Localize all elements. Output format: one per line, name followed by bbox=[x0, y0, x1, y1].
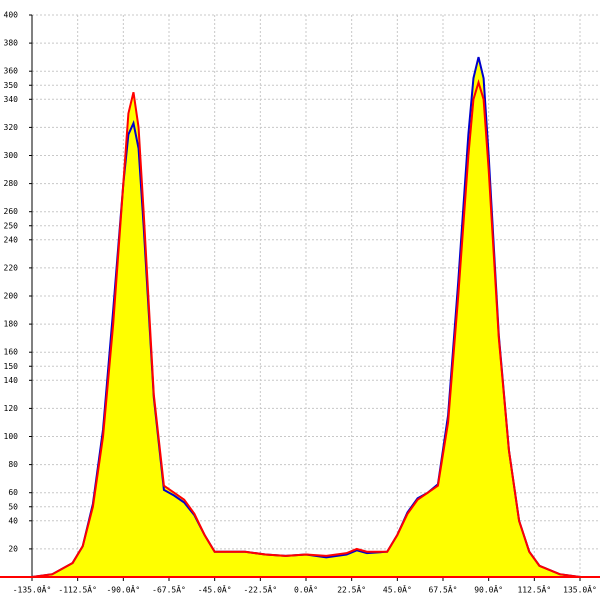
y-tick-label: 160 bbox=[4, 348, 19, 357]
x-tick-label: 112.5Â° bbox=[517, 584, 551, 595]
x-tick-label: -135.0Â° bbox=[13, 584, 52, 595]
y-tick-label: 220 bbox=[4, 263, 19, 272]
x-tick-label: 90.0Â° bbox=[474, 584, 503, 595]
x-tick-label: -45.0Â° bbox=[198, 584, 232, 595]
y-tick-label: 150 bbox=[4, 362, 19, 371]
y-tick-label: 60 bbox=[8, 488, 18, 497]
x-tick-label: -22.5Â° bbox=[243, 584, 277, 595]
y-tick-label: 400 bbox=[4, 11, 19, 20]
y-tick-label: 140 bbox=[4, 376, 19, 385]
y-tick-label: 350 bbox=[4, 81, 19, 90]
y-tick-label: 360 bbox=[4, 67, 19, 76]
y-tick-label: 20 bbox=[8, 544, 18, 553]
x-tick-label: 0.0Â° bbox=[294, 584, 318, 595]
y-tick-label: 200 bbox=[4, 292, 19, 301]
area-fill bbox=[32, 82, 580, 577]
x-tick-label: -90.0Â° bbox=[106, 584, 140, 595]
x-tick-label: -112.5Â° bbox=[58, 584, 97, 595]
x-tick-label: 135.0Â° bbox=[563, 584, 597, 595]
y-tick-label: 100 bbox=[4, 432, 19, 441]
y-tick-label: 180 bbox=[4, 320, 19, 329]
y-tick-label: 250 bbox=[4, 221, 19, 230]
x-tick-label: -67.5Â° bbox=[152, 584, 186, 595]
y-tick-label: 380 bbox=[4, 39, 19, 48]
y-tick-label: 280 bbox=[4, 179, 19, 188]
y-tick-label: 340 bbox=[4, 95, 19, 104]
y-tick-label: 120 bbox=[4, 404, 19, 413]
y-tick-label: 260 bbox=[4, 207, 19, 216]
y-tick-label: 300 bbox=[4, 151, 19, 160]
x-tick-label: 67.5Â° bbox=[429, 584, 458, 595]
y-tick-label: 240 bbox=[4, 235, 19, 244]
line bbox=[31, 78, 581, 578]
y-tick-label: 40 bbox=[8, 516, 18, 525]
y-tick-label: 50 bbox=[8, 502, 18, 511]
y-tick-label: 80 bbox=[8, 460, 18, 469]
x-tick-label: 22.5Â° bbox=[337, 584, 366, 595]
y-tick-label: 320 bbox=[4, 123, 19, 132]
x-tick-label: 45.0Â° bbox=[383, 584, 412, 595]
